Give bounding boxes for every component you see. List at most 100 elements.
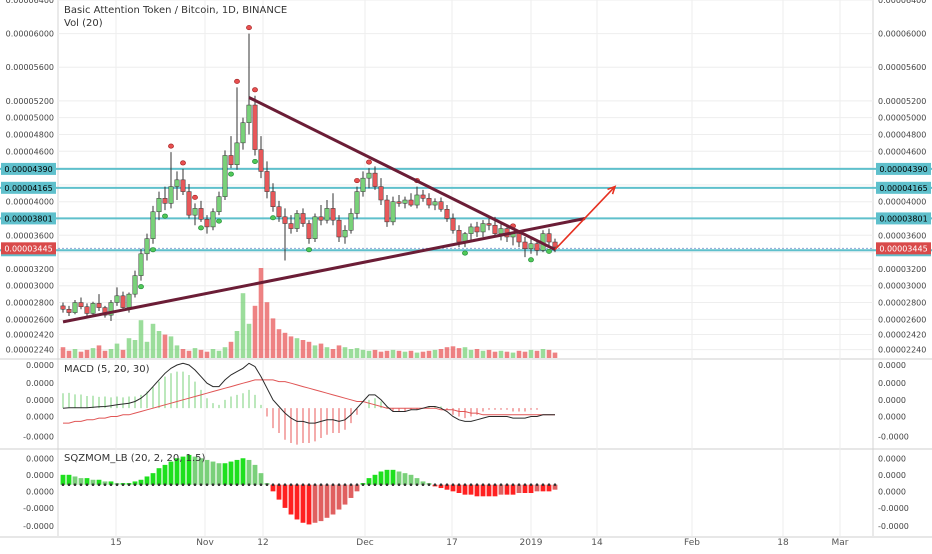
sqz-zero-dot	[115, 483, 119, 487]
time-tick-label: 14	[591, 538, 603, 548]
volume-bar	[294, 338, 300, 358]
candle-body	[144, 238, 150, 255]
macd-tick-left: 0.0000	[26, 379, 54, 388]
sqz-momentum-bar	[402, 473, 408, 485]
sqz-momentum-bar	[324, 484, 330, 518]
candle	[174, 171, 180, 201]
candle	[444, 205, 450, 222]
macd-line	[62, 362, 555, 424]
level-badge-text: 0.00004390	[879, 165, 927, 174]
sqz-tick-right: 0.0000	[878, 487, 906, 496]
candle-body	[420, 194, 426, 199]
volume-bar	[192, 348, 198, 358]
candle-body	[516, 233, 522, 243]
sqz-label: SQZMOM_LB (20, 2, 20, 1.5)	[64, 453, 206, 464]
candle-body	[96, 303, 102, 308]
sqz-momentum-bar	[102, 481, 108, 485]
volume-bar	[438, 349, 444, 358]
candle-body	[282, 216, 288, 224]
sqz-zero-dot	[451, 483, 455, 487]
candle-body	[204, 219, 210, 228]
sqz-momentum-bar	[84, 478, 90, 485]
sqz-momentum-bar	[336, 484, 342, 510]
volume-bar	[84, 349, 90, 358]
candle	[486, 218, 492, 231]
candle-body	[498, 228, 504, 234]
macd-tick-left: -0.0000	[23, 432, 54, 441]
sqz-zero-dot	[175, 483, 179, 487]
time-tick-label: 12	[257, 538, 268, 548]
sqz-zero-dot	[373, 483, 377, 487]
buy-signal-marker	[228, 171, 234, 177]
sqz-zero-dot	[313, 483, 317, 487]
sqz-zero-dot	[91, 483, 95, 487]
candle-body	[312, 216, 318, 239]
volume-bar	[120, 349, 126, 358]
sqz-tick-right: 0.0000	[878, 454, 906, 463]
sqz-momentum-bar	[288, 484, 294, 515]
price-tick-right: 0.00005600	[878, 63, 926, 72]
macd-tick-left: 0.0000	[26, 412, 54, 421]
time-tick-label: 15	[110, 538, 121, 548]
sqz-momentum-bar	[162, 464, 168, 485]
volume-bar	[516, 350, 522, 358]
candle	[396, 194, 402, 207]
volume-bar	[312, 345, 318, 358]
sqz-tick-left: -0.0000	[23, 522, 54, 531]
current-price-text: 0.00003445	[4, 244, 52, 253]
sqz-momentum-bar	[318, 484, 324, 522]
candle-body	[186, 191, 192, 216]
sqz-momentum-bar	[240, 458, 246, 485]
price-tick-left: 0.00002600	[6, 315, 54, 324]
volume-bar	[324, 347, 330, 358]
sqz-zero-dot	[265, 483, 269, 487]
candle	[144, 233, 150, 261]
sqz-zero-dot	[223, 483, 227, 487]
price-tick-left: 0.00005200	[6, 97, 54, 106]
candle	[420, 189, 426, 202]
candle	[288, 215, 294, 234]
candle	[192, 203, 198, 226]
volume-bar	[126, 338, 132, 358]
candle-body	[60, 305, 66, 310]
sqz-zero-dot	[397, 483, 401, 487]
sqz-zero-dot	[67, 483, 71, 487]
candle-body	[426, 198, 432, 206]
sqz-momentum-bar	[390, 469, 396, 485]
price-tick-right: 0.00003600	[878, 231, 926, 240]
price-tick-left: 0.00004600	[6, 147, 54, 156]
volume-bar	[72, 349, 78, 358]
candle-body	[210, 211, 216, 228]
candle-body	[408, 199, 414, 206]
candle-body	[90, 303, 96, 314]
candle	[432, 198, 438, 211]
candle-body	[66, 309, 72, 313]
sqz-momentum-bar	[222, 463, 228, 485]
sqz-zero-dot	[247, 483, 251, 487]
candle	[246, 33, 252, 135]
sqz-momentum-bar	[546, 484, 552, 492]
candle	[528, 238, 534, 254]
sqz-momentum-bar	[300, 484, 306, 523]
candle	[210, 208, 216, 231]
candle	[72, 300, 78, 315]
candle	[384, 194, 390, 227]
candle-body	[552, 241, 558, 248]
candle-body	[168, 186, 174, 204]
buy-signal-marker	[162, 213, 168, 219]
candle-body	[336, 219, 342, 238]
volume-bar	[480, 350, 486, 358]
candle	[294, 210, 300, 232]
sqz-zero-dot	[475, 483, 479, 487]
volume-bar	[306, 341, 312, 358]
candle	[216, 191, 222, 216]
sqz-zero-dot	[271, 483, 275, 487]
price-tick-right: 0.00004000	[878, 198, 926, 207]
volume-bar	[258, 268, 264, 358]
sqz-tick-left: 0.0000	[26, 487, 54, 496]
candle-body	[318, 216, 324, 221]
price-tick-left: 0.00002240	[6, 346, 54, 355]
candle-body	[372, 172, 378, 187]
macd-tick-right: 0.0000	[878, 379, 906, 388]
